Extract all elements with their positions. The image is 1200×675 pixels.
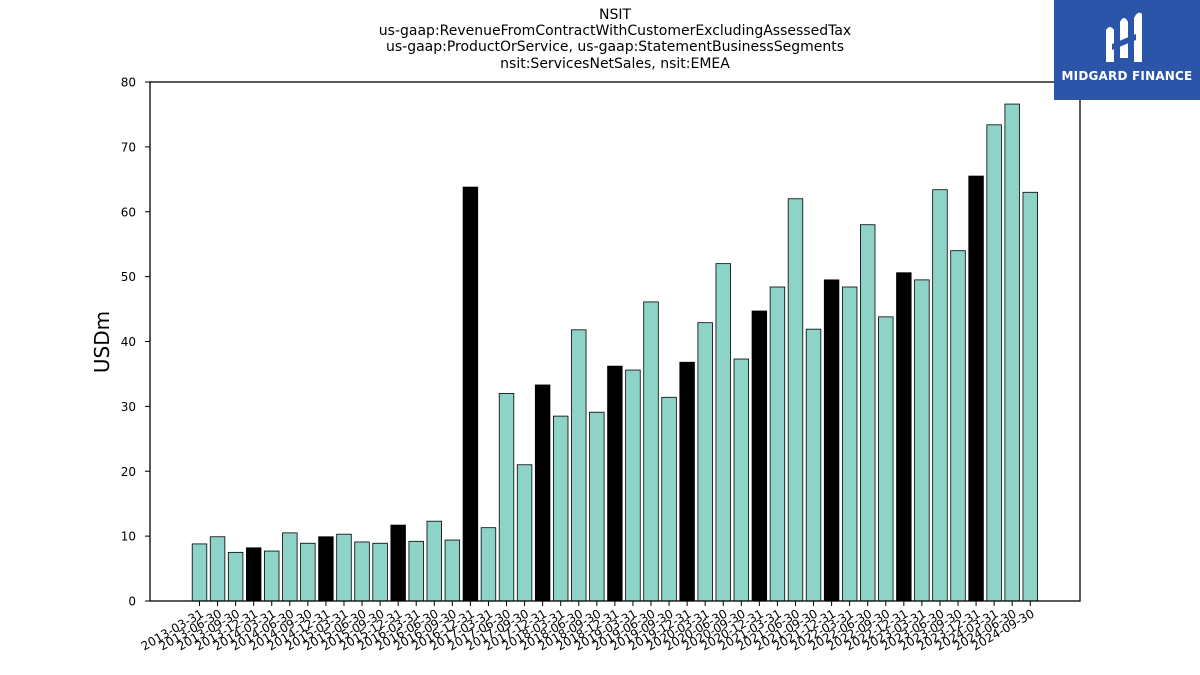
y-tick-label: 0 bbox=[128, 595, 136, 609]
bar-2022-03-31 bbox=[841, 286, 858, 602]
y-axis-label: USDm bbox=[90, 311, 114, 373]
chart-title: NSIT us-gaap:RevenueFromContractWithCust… bbox=[0, 7, 1200, 72]
title-line-4: nsit:ServicesNetSales, nsit:EMEA bbox=[500, 55, 730, 72]
bar-2020-09-30 bbox=[733, 358, 750, 602]
bar-2014-06-30 bbox=[282, 532, 298, 602]
bar-2016-03-31 bbox=[408, 540, 424, 602]
bar-2017-03-31 bbox=[480, 527, 497, 602]
bar-2019-03-31 bbox=[625, 369, 641, 602]
title-line-1: NSIT bbox=[598, 7, 632, 23]
bar-2021-09-30 bbox=[805, 328, 822, 602]
bar-2020-06-30 bbox=[715, 263, 731, 602]
bar-2016-06-30 bbox=[426, 520, 442, 602]
bar-2013-03-31 bbox=[191, 543, 208, 602]
bar-2022-12-31 bbox=[896, 272, 912, 602]
bar-2014-03-31 bbox=[264, 550, 280, 602]
title-line-3: us-gaap:ProductOrService, us-gaap:Statem… bbox=[385, 39, 844, 56]
bar-2017-09-30 bbox=[516, 464, 533, 602]
bar-2020-12-31 bbox=[751, 310, 768, 602]
bar-2013-09-30 bbox=[227, 551, 244, 602]
bars-group bbox=[191, 103, 1038, 602]
bar-2018-03-31 bbox=[553, 415, 569, 602]
bar-2013-06-30 bbox=[209, 536, 226, 602]
y-tick-label: 10 bbox=[121, 530, 136, 544]
bar-2017-06-30 bbox=[498, 392, 515, 602]
bar-2017-12-31 bbox=[534, 384, 551, 602]
bar-2024-06-30 bbox=[1004, 103, 1020, 602]
bar-2021-12-31 bbox=[823, 279, 840, 602]
y-tick-label: 30 bbox=[121, 400, 136, 414]
bar-2014-09-30 bbox=[300, 542, 316, 602]
bar-2023-06-30 bbox=[932, 189, 948, 602]
bar-2024-09-30 bbox=[1022, 191, 1038, 602]
bar-2021-06-30 bbox=[787, 198, 804, 602]
bar-2015-12-31 bbox=[390, 524, 406, 602]
bar-2020-03-31 bbox=[697, 322, 713, 602]
bar-2023-12-31 bbox=[968, 175, 984, 602]
bar-2019-12-31 bbox=[679, 361, 695, 602]
bar-2018-09-30 bbox=[589, 411, 605, 602]
bar-2014-12-31 bbox=[318, 536, 334, 602]
y-tick-label: 70 bbox=[121, 140, 136, 154]
bar-2019-09-30 bbox=[661, 396, 677, 602]
bar-2013-12-31 bbox=[245, 547, 262, 602]
y-tick-label: 50 bbox=[121, 270, 136, 284]
bar-2021-03-31 bbox=[769, 286, 786, 602]
y-tick-label: 40 bbox=[121, 335, 136, 349]
bar-2023-03-31 bbox=[914, 279, 930, 602]
bar-2018-06-30 bbox=[571, 329, 587, 602]
bar-2019-06-30 bbox=[643, 301, 659, 602]
bar-2023-09-30 bbox=[950, 250, 966, 602]
brand-logo: MIDGARD FINANCE bbox=[1054, 0, 1200, 100]
bar-2016-12-31 bbox=[462, 186, 479, 602]
x-axis: 2013-03-312013-06-302013-09-302013-12-31… bbox=[139, 601, 1037, 653]
y-tick-label: 20 bbox=[121, 465, 136, 479]
bar-2024-03-31 bbox=[986, 124, 1002, 602]
bar-2016-09-30 bbox=[444, 539, 461, 602]
bar-2015-03-31 bbox=[336, 533, 352, 602]
bar-2015-06-30 bbox=[354, 541, 370, 602]
bar-2022-06-30 bbox=[860, 224, 876, 602]
logo-mark-icon bbox=[1106, 12, 1142, 63]
title-line-2: us-gaap:RevenueFromContractWithCustomerE… bbox=[378, 23, 852, 40]
y-tick-label: 80 bbox=[121, 76, 136, 90]
y-tick-label: 60 bbox=[121, 205, 136, 219]
bar-2015-09-30 bbox=[372, 542, 388, 602]
bar-2022-09-30 bbox=[878, 316, 894, 602]
brand-name: MIDGARD FINANCE bbox=[1061, 69, 1193, 83]
y-axis: 0 10 20 30 40 50 60 70 80 bbox=[121, 76, 150, 609]
bar-2018-12-31 bbox=[607, 365, 623, 602]
